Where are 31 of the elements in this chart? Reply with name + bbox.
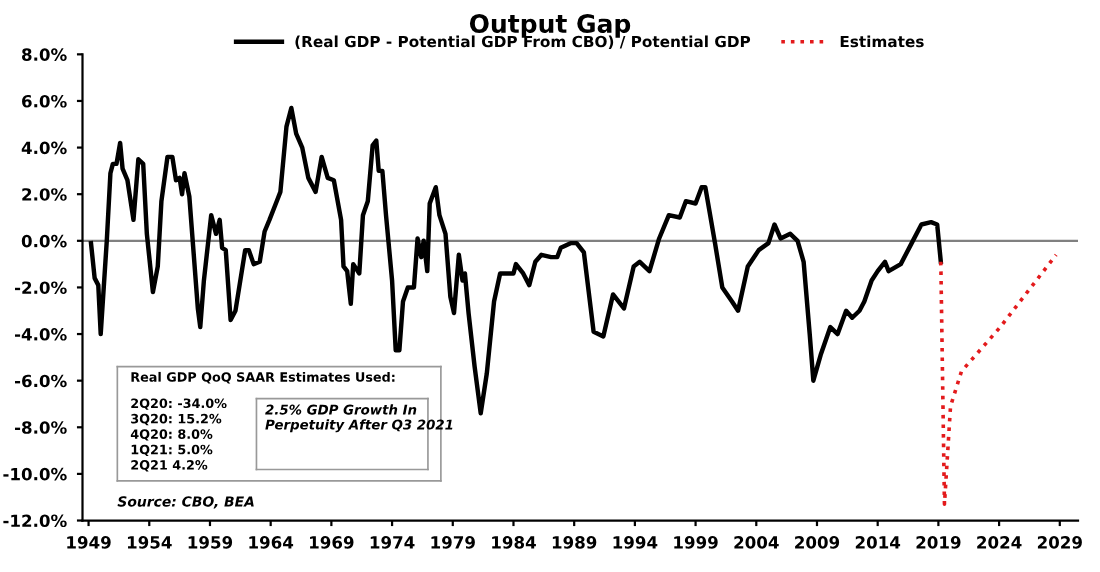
x-tick-label: 2019 bbox=[916, 536, 961, 549]
y-tick-label: 0.0% bbox=[21, 234, 67, 248]
y-tick-label: 2.0% bbox=[22, 188, 67, 201]
x-tick-label: 1974 bbox=[370, 536, 415, 549]
x-tick-label: 2014 bbox=[855, 536, 901, 549]
y-tick-label: -10.0% bbox=[3, 467, 67, 481]
x-tick-label: 1999 bbox=[674, 536, 718, 549]
y-tick-label: -4.0% bbox=[14, 328, 67, 341]
x-tick-label: 1979 bbox=[431, 536, 475, 549]
x-tick-label: 1964 bbox=[249, 536, 294, 549]
x-tick-label: 2009 bbox=[795, 536, 840, 549]
y-tick-label: -6.0% bbox=[14, 374, 67, 388]
y-tick-label: 6.0% bbox=[22, 94, 67, 108]
x-tick-label: 1984 bbox=[492, 536, 536, 549]
line-series bbox=[88, 105, 944, 416]
x-tick-label: 2004 bbox=[734, 536, 779, 549]
x-tick-label: 1959 bbox=[188, 536, 233, 549]
line-series bbox=[939, 252, 1058, 507]
y-tick-label: -2.0% bbox=[14, 281, 67, 294]
chart-title: Output Gap bbox=[469, 14, 631, 38]
y-tick-label: 8.0% bbox=[22, 48, 67, 61]
y-tick-label: 4.0% bbox=[21, 141, 67, 155]
y-tick-label: -12.0% bbox=[3, 514, 67, 528]
x-tick-label: 1969 bbox=[310, 536, 354, 549]
x-tick-label: 1989 bbox=[552, 536, 597, 549]
x-tick-label: 1994 bbox=[613, 536, 658, 549]
x-tick-label: 1954 bbox=[127, 536, 172, 549]
x-tick-label: 2029 bbox=[1037, 536, 1082, 549]
y-tick-label: -8.0% bbox=[14, 421, 67, 434]
x-tick-label: 1949 bbox=[67, 536, 111, 549]
x-tick-label: 2024 bbox=[977, 536, 1022, 549]
